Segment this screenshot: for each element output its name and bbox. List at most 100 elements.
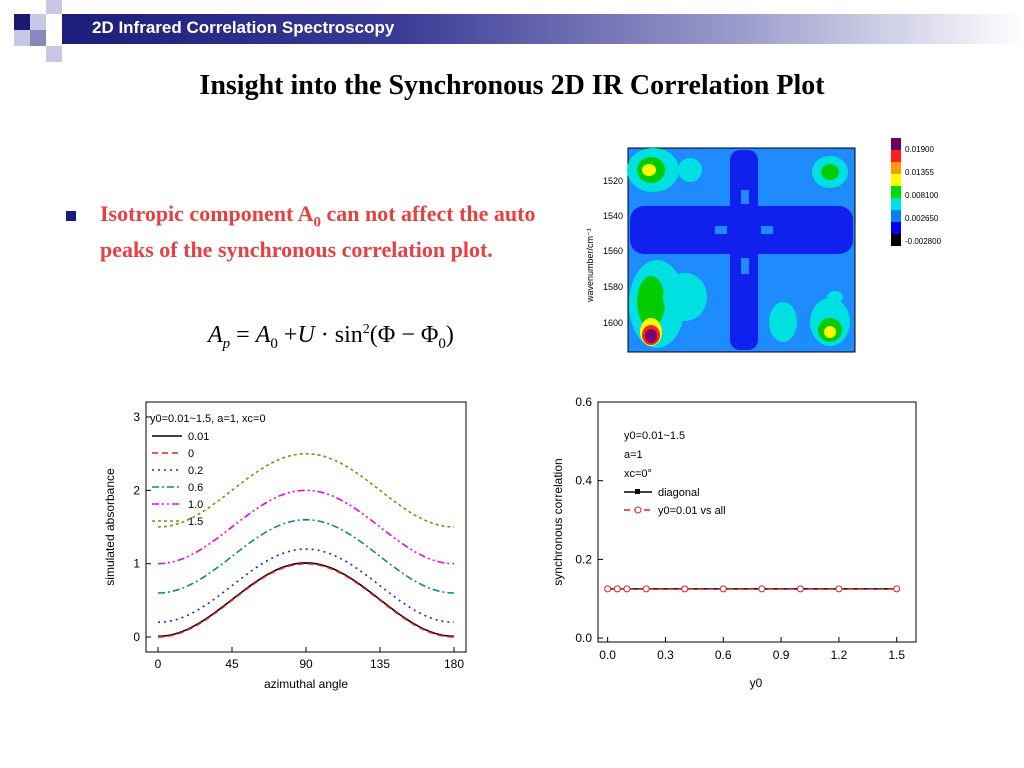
eq-lhs-sub: p — [222, 335, 231, 352]
abs-series-line — [157, 562, 455, 638]
sync-legend-label: diagonal — [658, 487, 700, 499]
colorbar-label: 0.008100 — [905, 191, 939, 200]
contour-peak — [824, 326, 836, 338]
eq-phi: (Φ − Φ — [369, 322, 439, 348]
abs-xtick: 90 — [299, 657, 313, 671]
sync-lines — [604, 585, 901, 593]
sync-xtick: 1.2 — [831, 648, 848, 662]
abs-ytick: 0 — [133, 630, 140, 644]
abs-series-line — [157, 518, 455, 594]
contour-peak — [645, 329, 657, 343]
abs-xlabel: azimuthal angle — [264, 677, 348, 691]
sync-marker — [642, 585, 650, 593]
absorbance-chart: 0 45 90 135 180 0 1 2 3 y0=0.01~1.5, a=1, xc=0 0… — [103, 401, 467, 691]
eq-close: ) — [445, 322, 454, 348]
colorbar-label: 0.002650 — [905, 214, 939, 223]
header-title: 2D Infrared Correlation Spectroscopy — [92, 18, 395, 37]
sync-xtick: 0.6 — [715, 648, 732, 662]
sync-marker — [604, 585, 612, 593]
colorbar-label: 0.01900 — [905, 145, 934, 154]
contour-peak — [642, 164, 656, 176]
colorbar-swatch — [891, 174, 901, 186]
abs-legend-label: 1.5 — [188, 516, 203, 528]
abs-series-line — [157, 489, 455, 565]
eq-a0-sub: 0 — [270, 335, 278, 352]
abs-legend-label: 0 — [188, 448, 194, 460]
abs-legend-label: 0.2 — [188, 465, 203, 477]
bullet-text-pre: Isotropic component A — [100, 201, 314, 226]
sync-marker — [719, 585, 727, 593]
sync-xlabel: y0 — [750, 676, 763, 690]
eq-exp: 2 — [362, 322, 370, 337]
sync-correlation-chart: 0.0 0.3 0.6 0.9 1.2 1.5 0.0 0.2 0.4 0.6 y0=0.01~1… — [551, 395, 917, 690]
sync-xtick: 1.5 — [888, 648, 905, 662]
abs-series-line — [157, 452, 455, 528]
abs-legend-label: 0.6 — [188, 482, 203, 494]
header-decor-square — [46, 46, 62, 62]
contour-ytick: 1560 — [603, 246, 623, 256]
header-decor-square — [14, 14, 30, 30]
contour-gap — [741, 190, 749, 204]
contour-ytick: 1540 — [603, 211, 623, 221]
colorbar-swatch — [891, 198, 901, 210]
contour-ytick: 1520 — [603, 176, 623, 186]
header-decor-square — [30, 30, 46, 46]
contour-yticks: 1520 1540 1560 1580 1600 — [603, 176, 623, 328]
contour-peak — [637, 276, 665, 328]
colorbar-label: 0.01355 — [905, 168, 934, 177]
sync-annotations: y0=0.01~1.5 a=1 xc=0° — [624, 430, 685, 480]
abs-xtick: 180 — [444, 657, 464, 671]
sync-ytick: 0.4 — [575, 474, 592, 488]
bullet-text-post: can not affect the auto peaks of the syn… — [100, 201, 536, 263]
sync-axes: 0.0 0.3 0.6 0.9 1.2 1.5 0.0 0.2 0.4 0.6 — [575, 395, 905, 662]
header-decor-square — [46, 0, 62, 14]
sync-xtick: 0.0 — [599, 648, 616, 662]
sync-ytick: 0.0 — [575, 631, 592, 645]
eq-a0: A — [255, 322, 271, 348]
sync-plot-frame — [597, 401, 917, 643]
header-decor-square — [14, 30, 30, 46]
sync-marker — [758, 585, 766, 593]
abs-xtick: 135 — [370, 657, 390, 671]
sync-marker — [681, 585, 689, 593]
sync-marker — [835, 585, 843, 593]
sync-xtick: 0.3 — [657, 648, 674, 662]
abs-ylabel: simulated absorbance — [103, 468, 117, 586]
eq-u: U — [297, 322, 315, 348]
colorbar-label: -0.002800 — [905, 237, 942, 246]
colorbar-swatch — [891, 234, 901, 246]
sync-marker — [613, 585, 621, 593]
abs-axes: 0 45 90 135 180 0 1 2 3 — [133, 410, 464, 671]
abs-xtick: 0 — [155, 657, 162, 671]
sync-xtick: 0.9 — [773, 648, 790, 662]
bullet-text: Isotropic component A0 can not affect th… — [100, 200, 570, 263]
contour-peak — [663, 273, 707, 321]
contour-ylabel: wavenumber/cm⁻¹ — [585, 228, 595, 303]
bullet-text-sub: 0 — [313, 214, 322, 231]
abs-legend: y0=0.01~1.5, a=1, xc=0 0.01 0 0.2 0.6 1.0 1.5 — [150, 413, 266, 528]
abs-legend-label: 0.01 — [188, 431, 209, 443]
sync-annotation: a=1 — [624, 449, 643, 461]
sync-ylabel: synchronous correlation — [551, 458, 565, 585]
abs-series-line — [157, 548, 455, 624]
abs-series-line — [157, 562, 455, 638]
abs-lines — [157, 452, 455, 638]
contour-gap — [715, 226, 727, 234]
contour-gap — [741, 258, 749, 274]
colorbar-swatch — [891, 210, 901, 222]
page-title: Insight into the Synchronous 2D IR Corre… — [199, 70, 825, 101]
eq-phi-sub: 0 — [438, 335, 446, 352]
sync-legend: diagonal y0=0.01 vs all — [624, 487, 726, 517]
abs-xtick: 45 — [225, 657, 239, 671]
eq-lhs: A — [208, 322, 223, 348]
sync-annotation: y0=0.01~1.5 — [624, 430, 685, 442]
abs-ytick: 1 — [133, 557, 140, 571]
sync-legend-marker — [634, 506, 642, 514]
abs-ytick: 3 — [133, 410, 140, 424]
contour-ytick: 1600 — [603, 318, 623, 328]
contour-chart: 1520 1540 1560 1580 1600 wavenumber/cm⁻¹… — [585, 138, 942, 353]
contour-peak — [678, 158, 702, 182]
eq-sin: sin — [334, 322, 363, 348]
contour-colorbar: 0.01900 0.01355 0.008100 0.002650 -0.002… — [891, 138, 942, 246]
sync-ytick: 0.2 — [575, 552, 592, 566]
